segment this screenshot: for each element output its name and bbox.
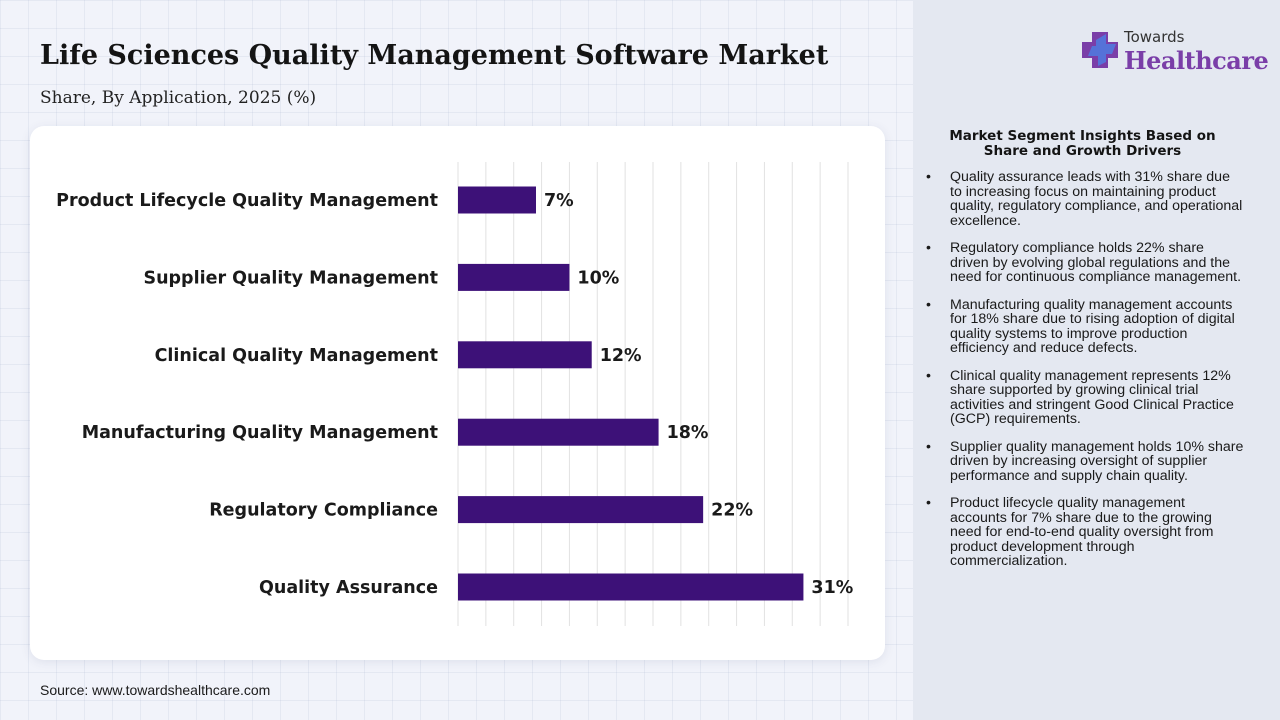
- insights-title: Market Segment Insights Based on Share a…: [949, 128, 1216, 159]
- bar: [458, 341, 592, 369]
- category-label: Quality Assurance: [259, 578, 438, 598]
- insights-list: • Quality assurance leads with 31% share …: [926, 170, 1244, 582]
- insight-item: • Manufacturing quality management accoun…: [926, 296, 1244, 356]
- bullet-icon: •: [926, 296, 931, 313]
- bullet-icon: •: [926, 169, 931, 185]
- category-label: Supplier Quality Management: [143, 268, 438, 288]
- logo-towards-text: Towards: [1124, 28, 1185, 46]
- insight-item: • Clinical quality management represents …: [926, 367, 1244, 427]
- logo-healthcare-text: Healthcare: [1124, 46, 1269, 75]
- value-label: 7%: [544, 191, 574, 211]
- value-label: 18%: [667, 423, 709, 443]
- bar-chart: Product Lifecycle Quality Management 7% Su…: [56, 162, 853, 626]
- bullet-icon: •: [926, 495, 931, 511]
- category-label: Regulatory Compliance: [209, 501, 438, 521]
- insight-text: Supplier quality management holds 10% sh…: [950, 438, 1244, 484]
- category-label: Product Lifecycle Quality Management: [56, 191, 438, 211]
- insight-text: Product lifecycle quality management acc…: [950, 495, 1214, 569]
- chart-title: Life Sciences Quality Management Softwar…: [40, 40, 829, 71]
- insight-text: Clinical quality management represents 1…: [950, 367, 1234, 427]
- insight-text: Manufacturing quality management account…: [950, 296, 1235, 356]
- bar: [458, 573, 804, 601]
- bullet-icon: •: [926, 367, 931, 384]
- insight-item: • Quality assurance leads with 31% share …: [926, 170, 1244, 228]
- bar: [458, 263, 570, 291]
- insight-item: • Supplier quality management holds 10% s…: [926, 438, 1244, 484]
- value-label: 12%: [600, 346, 642, 366]
- insights-panel: [913, 0, 1280, 720]
- bar: [458, 186, 536, 214]
- bar: [458, 496, 704, 524]
- source-note: Source: www.towardshealthcare.com: [40, 682, 271, 698]
- bullet-icon: •: [926, 438, 931, 455]
- value-label: 10%: [577, 268, 619, 288]
- insight-item: • Product lifecycle quality management ac…: [926, 496, 1244, 569]
- medical-cross-icon: [1082, 32, 1118, 68]
- insight-text: Regulatory compliance holds 22% share dr…: [950, 240, 1242, 285]
- value-label: 22%: [711, 501, 753, 521]
- brand-logo: Towards Healthcare: [1082, 26, 1269, 76]
- category-label: Clinical Quality Management: [155, 346, 438, 366]
- insight-text: Quality assurance leads with 31% share d…: [950, 169, 1243, 229]
- insight-item: • Regulatory compliance holds 22% share d…: [926, 241, 1244, 285]
- bullet-icon: •: [926, 240, 931, 256]
- chart-subtitle: Share, By Application, 2025 (%): [40, 88, 317, 108]
- value-label: 31%: [811, 578, 853, 598]
- chart-card: Product Lifecycle Quality Management 7% Su…: [30, 126, 885, 660]
- category-label: Manufacturing Quality Management: [82, 423, 438, 443]
- bar: [458, 418, 659, 446]
